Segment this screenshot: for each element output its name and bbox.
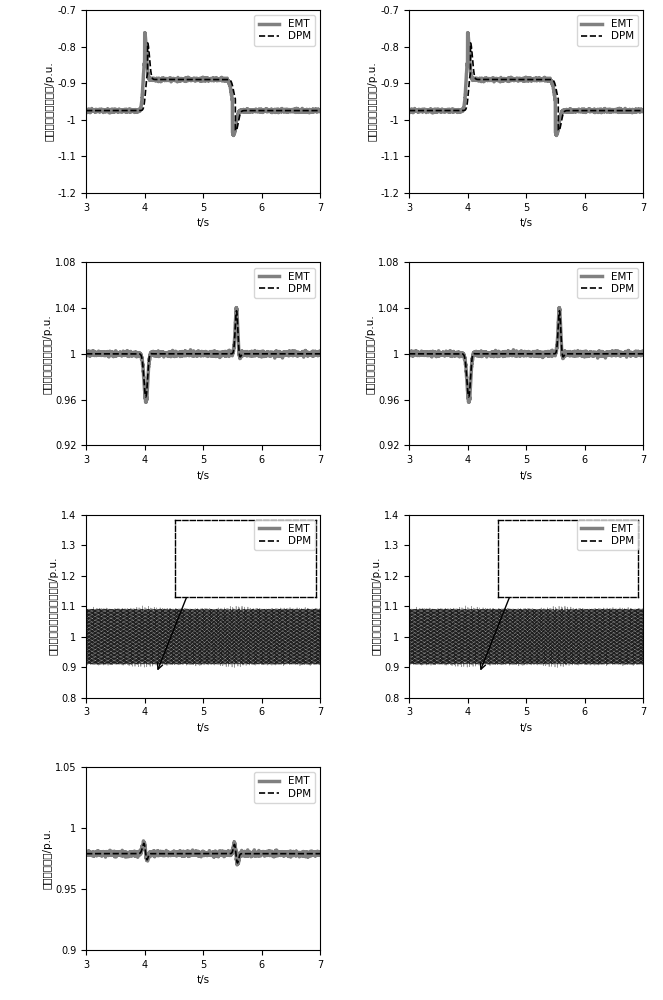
X-axis label: t/s: t/s <box>520 218 532 228</box>
Legend: EMT, DPM: EMT, DPM <box>577 520 638 550</box>
Y-axis label: 高端换流器直流电压/p.u.: 高端换流器直流电压/p.u. <box>42 314 52 394</box>
Legend: EMT, DPM: EMT, DPM <box>255 268 315 298</box>
Legend: EMT, DPM: EMT, DPM <box>577 268 638 298</box>
X-axis label: t/s: t/s <box>197 471 210 481</box>
X-axis label: t/s: t/s <box>197 975 210 985</box>
Y-axis label: 低端换流器子模块电容电压/p.u.: 低端换流器子模块电容电压/p.u. <box>371 557 381 655</box>
X-axis label: t/s: t/s <box>197 723 210 733</box>
Y-axis label: 高端换流器子模块电容电压/p.u.: 高端换流器子模块电容电压/p.u. <box>48 557 58 655</box>
X-axis label: t/s: t/s <box>197 218 210 228</box>
Legend: EMT, DPM: EMT, DPM <box>255 520 315 550</box>
X-axis label: t/s: t/s <box>520 471 532 481</box>
Y-axis label: 低端换流器直流电压/p.u.: 低端换流器直流电压/p.u. <box>365 314 375 394</box>
Legend: EMT, DPM: EMT, DPM <box>255 772 315 803</box>
X-axis label: t/s: t/s <box>520 723 532 733</box>
Y-axis label: 高端换流器有功功率/p.u.: 高端换流器有功功率/p.u. <box>45 62 55 141</box>
Y-axis label: 交流母线电压/p.u.: 交流母线电压/p.u. <box>42 828 52 889</box>
Legend: EMT, DPM: EMT, DPM <box>255 15 315 46</box>
Y-axis label: 低端换流器有功功率/p.u.: 低端换流器有功功率/p.u. <box>368 62 378 141</box>
Legend: EMT, DPM: EMT, DPM <box>577 15 638 46</box>
